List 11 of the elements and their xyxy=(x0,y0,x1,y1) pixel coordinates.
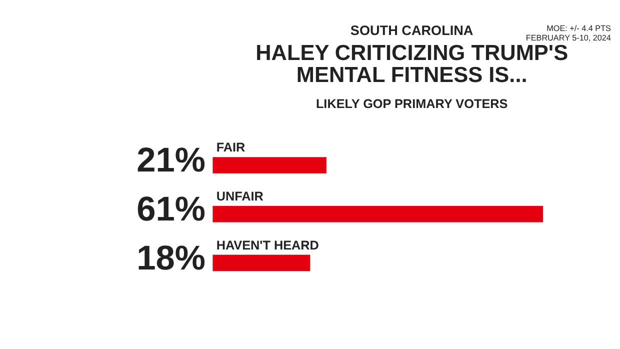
data-label: 61% xyxy=(136,190,206,228)
y-tick-label: FAIR xyxy=(216,140,246,155)
text: MOE: +/- 4.4 PTS xyxy=(546,24,612,34)
chart-title: HALEY CRITICIZING TRUMP'S MENTAL FITNESS IS... xyxy=(256,40,568,87)
y-tick-label: HAVEN'T HEARD xyxy=(216,238,319,252)
data-label: 18% xyxy=(136,239,206,278)
text: SOUTH CAROLINA xyxy=(350,22,474,38)
y-tick-label: UNFAIR xyxy=(216,189,264,204)
data-label: 21% xyxy=(136,142,206,180)
chart-subtitle: LIKELY GOP PRIMARY VOTERS xyxy=(316,97,508,112)
text: FEBRUARY 5-10, 2024 xyxy=(526,33,612,42)
